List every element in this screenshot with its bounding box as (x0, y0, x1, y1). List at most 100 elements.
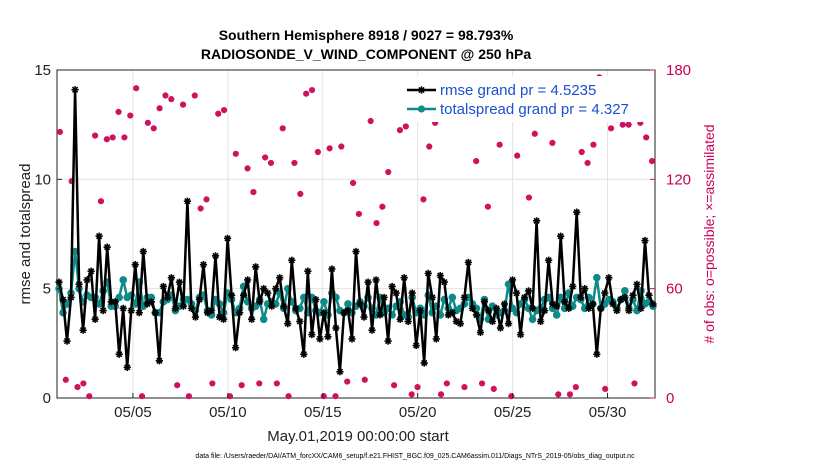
obs-assimilated-marker (567, 391, 573, 397)
obs-possible-marker (191, 92, 198, 99)
rmse-point (460, 293, 468, 302)
rmse-point (187, 304, 196, 312)
obs-assimilated-marker (133, 85, 139, 91)
obs-possible-marker (367, 117, 374, 125)
totalspread-point (528, 315, 537, 324)
rmse-point (272, 285, 280, 293)
rmse-point (420, 359, 428, 367)
obs-assimilated-marker (297, 191, 303, 197)
obs-possible-marker (514, 152, 521, 159)
rmse-point (533, 217, 541, 225)
obs-assimilated-marker (356, 211, 362, 217)
totalspread-point (552, 311, 561, 319)
rmse-point (179, 302, 188, 310)
legend-box (402, 76, 652, 122)
obs-possible-marker (602, 385, 609, 392)
obs-assimilated-marker (514, 153, 520, 159)
obs-possible-marker (232, 150, 239, 157)
rmse-point (649, 300, 657, 308)
rmse-point (557, 232, 565, 240)
obs-assimilated-marker (186, 393, 192, 399)
y2-tick-label: 0 (666, 390, 674, 407)
y2-tick-label: 60 (666, 281, 683, 298)
rmse-point (195, 296, 204, 304)
obs-assimilated-marker (585, 160, 591, 166)
y-tick-label: 5 (43, 281, 51, 298)
obs-possible-marker (373, 219, 380, 227)
rmse-point (368, 326, 376, 334)
obs-assimilated-marker (145, 120, 151, 126)
rmse-point (219, 315, 228, 323)
x-tick-label: 05/25 (494, 404, 532, 421)
rmse-point (83, 276, 91, 284)
obs-assimilated-marker (315, 149, 321, 155)
y-tick-label: 10 (34, 171, 51, 188)
rmse-point (561, 298, 569, 306)
rmse-point (95, 232, 103, 240)
obs-possible-marker (109, 134, 116, 141)
rmse-point (488, 317, 497, 326)
rmse-point (175, 278, 184, 286)
obs-assimilated-marker (643, 134, 649, 140)
totalspread-point (593, 273, 601, 282)
obs-possible-marker (572, 383, 579, 391)
obs-possible-marker (420, 196, 427, 203)
obs-assimilated-marker (321, 393, 327, 399)
obs-possible-marker (185, 393, 193, 400)
obs-possible-marker (250, 188, 257, 196)
obs-assimilated-marker (362, 377, 368, 383)
obs-assimilated-marker (151, 125, 157, 131)
obs-assimilated-marker (215, 111, 221, 117)
obs-possible-marker (80, 380, 87, 387)
rmse-point (312, 296, 320, 304)
obs-assimilated-marker (344, 379, 350, 385)
rmse-point (344, 306, 352, 315)
rmse-point (332, 324, 340, 332)
obs-assimilated-marker (268, 160, 274, 166)
rmse-point (139, 247, 147, 256)
obs-assimilated-marker (397, 127, 403, 133)
rmse-point (59, 296, 67, 304)
obs-possible-marker (285, 393, 292, 400)
rmse-point (553, 302, 561, 310)
legend: rmse grand pr = 4.5235 totalspread grand… (402, 76, 652, 122)
obs-possible-marker (555, 391, 562, 398)
obs-assimilated-marker (385, 169, 391, 175)
rmse-point (621, 293, 629, 302)
rmse-point (207, 306, 216, 315)
obs-possible-marker (402, 123, 409, 130)
axis-ticks: 05/05 05/10 05/15 05/20 05/25 05/30 0 5 10 15 0 60 1… (34, 62, 691, 421)
obs-assimilated-marker (602, 386, 608, 392)
rmse-point (372, 276, 380, 284)
obs-assimilated-marker (479, 380, 485, 386)
rmse-point (127, 306, 135, 315)
obs-possible-marker (297, 190, 304, 198)
rmse-point (171, 304, 179, 312)
obs-possible-marker (56, 128, 64, 136)
obs-possible-marker (150, 125, 157, 132)
rmse-point (432, 335, 440, 343)
obs-possible-marker (414, 383, 421, 391)
rmse-point (645, 291, 653, 299)
obs-assimilated-marker (98, 198, 104, 204)
rmse-point (597, 304, 605, 312)
obs-assimilated-marker (162, 93, 168, 99)
rmse-point (63, 337, 71, 345)
x-axis-label: May.01,2019 00:00:00 start (267, 428, 449, 445)
rmse-point (641, 236, 649, 245)
obs-assimilated-marker (338, 144, 344, 150)
obs-assimilated-marker (420, 196, 426, 202)
obs-possible-marker (643, 134, 650, 141)
obs-assimilated-marker (92, 133, 98, 139)
obs-assimilated-marker (631, 380, 637, 386)
rmse-point (131, 261, 139, 269)
rmse-point (119, 304, 127, 312)
rmse-point (79, 326, 87, 334)
obs-possible-marker (138, 393, 146, 400)
obs-possible-marker (97, 198, 105, 205)
obs-possible-marker (344, 378, 351, 385)
rmse-point (528, 304, 537, 312)
rmse-point (605, 274, 613, 282)
obs-assimilated-marker (549, 140, 555, 146)
obs-assimilated-marker (491, 386, 497, 392)
